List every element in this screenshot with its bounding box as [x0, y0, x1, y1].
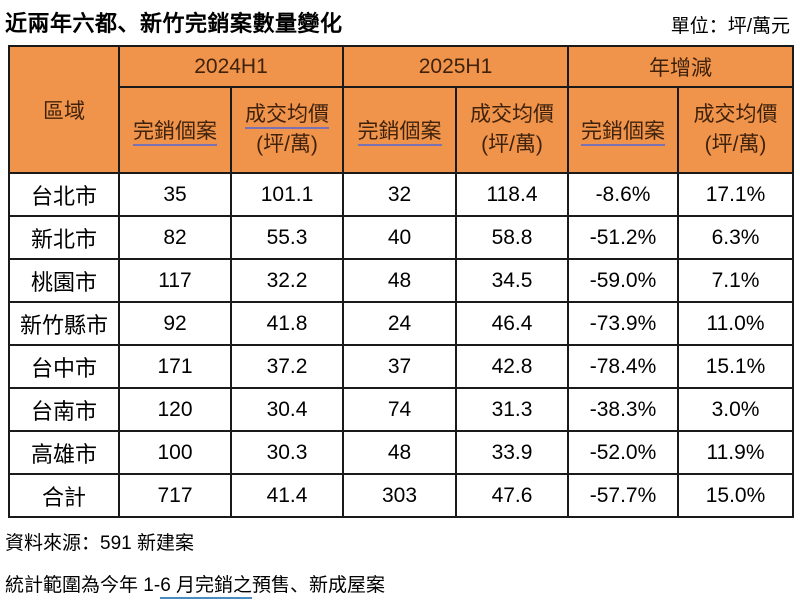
subheader-cases-2024: 完銷個案 [118, 86, 232, 174]
value-cell: 118.4 [455, 172, 569, 217]
value-cell: 117 [118, 258, 232, 303]
group-header-row: 區域 2024H1 2025H1 年增減 [8, 45, 794, 174]
group-header-2025h1: 2025H1 [342, 45, 569, 88]
value-cell: 37 [342, 344, 457, 389]
value-cell: 37.2 [230, 344, 344, 389]
sales-table: 區域 2024H1 2025H1 年增減 完銷個案 成交均價 (坪/萬) 完銷個… [8, 45, 794, 518]
subheader-price-2024: 成交均價 (坪/萬) [230, 86, 344, 174]
subheader-price-2025-unit: (坪/萬) [481, 133, 543, 156]
region-cell: 高雄市 [8, 430, 120, 475]
value-cell: 40 [342, 215, 457, 260]
subheader-cases-2024-label: 完銷個案 [133, 120, 217, 146]
table-row-taichung: 台中市 171 37.2 37 42.8 -78.4% 15.1% [8, 344, 794, 389]
region-cell: 台中市 [8, 344, 120, 389]
unit-label: 單位：坪/萬元 [670, 16, 790, 37]
value-cell: 34.5 [455, 258, 569, 303]
value-cell: 120 [118, 387, 232, 432]
table-row-tainan: 台南市 120 30.4 74 31.3 -38.3% 3.0% [8, 387, 794, 432]
value-cell: 30.4 [230, 387, 344, 432]
value-cell: 11.9% [677, 430, 794, 475]
value-cell: 32 [342, 172, 457, 217]
value-cell: 74 [342, 387, 457, 432]
subheader-price-2024-label: 成交均價 [245, 102, 329, 129]
value-cell: -38.3% [567, 387, 679, 432]
value-cell: 32.2 [230, 258, 344, 303]
subheader-cases-yoy-label: 完銷個案 [581, 120, 665, 146]
region-cell: 新北市 [8, 215, 120, 260]
value-cell: -51.2% [567, 215, 679, 260]
footer-notes: 資料來源：591 新建案 統計範圍為今年 1-6 月完銷之預售、新成屋案 [5, 528, 800, 599]
value-cell: -52.0% [567, 430, 679, 475]
value-cell: 35 [118, 172, 232, 217]
region-cell: 台北市 [8, 172, 120, 217]
region-column-header: 區域 [8, 45, 120, 174]
value-cell: 15.1% [677, 344, 794, 389]
subheader-cases-yoy: 完銷個案 [567, 86, 679, 174]
scope-note-underlined: 6 月完銷之 [160, 575, 253, 599]
value-cell: 30.3 [230, 430, 344, 475]
value-cell: 171 [118, 344, 232, 389]
region-cell: 桃園市 [8, 258, 120, 303]
value-cell: 55.3 [230, 215, 344, 260]
region-cell: 新竹縣市 [8, 301, 120, 346]
region-cell: 台南市 [8, 387, 120, 432]
value-cell: 48 [342, 258, 457, 303]
value-cell: 41.4 [230, 473, 344, 518]
value-cell: 101.1 [230, 172, 344, 217]
subheader-price-2025-label: 成交均價 [470, 102, 554, 126]
subheader-price-2024-unit: (坪/萬) [256, 133, 318, 156]
value-cell: -73.9% [567, 301, 679, 346]
subheader-cases-2025-label: 完銷個案 [357, 120, 442, 146]
value-cell: -57.7% [567, 473, 679, 518]
value-cell: -59.0% [567, 258, 679, 303]
value-cell: 33.9 [455, 430, 569, 475]
group-header-yoy: 年增減 [567, 45, 794, 88]
value-cell: 42.8 [455, 344, 569, 389]
value-cell: 24 [342, 301, 457, 346]
table-row-kaohsiung: 高雄市 100 30.3 48 33.9 -52.0% 11.9% [8, 430, 794, 475]
title-bar: 近兩年六都、新竹完銷案數量變化 單位：坪/萬元 [0, 0, 800, 38]
value-cell: -8.6% [567, 172, 679, 217]
value-cell: 82 [118, 215, 232, 260]
value-cell: 41.8 [230, 301, 344, 346]
value-cell: 3.0% [677, 387, 794, 432]
value-cell: -78.4% [567, 344, 679, 389]
source-note: 資料來源：591 新建案 [5, 533, 194, 554]
subheader-price-2025: 成交均價 (坪/萬) [455, 86, 569, 174]
value-cell: 31.3 [455, 387, 569, 432]
group-header-2024h1: 2024H1 [118, 45, 344, 88]
value-cell: 11.0% [677, 301, 794, 346]
value-cell: 92 [118, 301, 232, 346]
value-cell: 47.6 [455, 473, 569, 518]
table-row-hsinchu: 新竹縣市 92 41.8 24 46.4 -73.9% 11.0% [8, 301, 794, 346]
value-cell: 48 [342, 430, 457, 475]
table-row-taoyuan: 桃園市 117 32.2 48 34.5 -59.0% 7.1% [8, 258, 794, 303]
subheader-price-yoy-label: 成交均價 [693, 102, 778, 126]
subheader-price-yoy-unit: (坪/萬) [704, 133, 767, 156]
value-cell: 7.1% [677, 258, 794, 303]
table-row-total: 合計 717 41.4 303 47.6 -57.7% 15.0% [8, 473, 794, 518]
value-cell: 717 [118, 473, 232, 518]
value-cell: 58.8 [455, 215, 569, 260]
subheader-price-yoy: 成交均價 (坪/萬) [677, 86, 794, 174]
value-cell: 100 [118, 430, 232, 475]
value-cell: 15.0% [677, 473, 794, 518]
value-cell: 46.4 [455, 301, 569, 346]
table-row-newtaipei: 新北市 82 55.3 40 58.8 -51.2% 6.3% [8, 215, 794, 260]
scope-note: 統計範圍為今年 1-6 月完銷之預售、新成屋案 [5, 570, 800, 599]
value-cell: 6.3% [677, 215, 794, 260]
page-title: 近兩年六都、新竹完銷案數量變化 [5, 11, 343, 36]
table-row-taipei: 台北市 35 101.1 32 118.4 -8.6% 17.1% [8, 172, 794, 217]
scope-note-suffix: 預售、新成屋案 [252, 575, 386, 596]
scope-note-prefix: 統計範圍為今年 1- [5, 575, 161, 596]
subheader-cases-2025: 完銷個案 [342, 86, 457, 174]
value-cell: 17.1% [677, 172, 794, 217]
value-cell: 303 [342, 473, 457, 518]
region-cell: 合計 [8, 473, 120, 518]
sub-header-row: 完銷個案 成交均價 (坪/萬) 完銷個案 成交均價 (坪/萬) 完銷個案 成交均 [9, 86, 794, 174]
